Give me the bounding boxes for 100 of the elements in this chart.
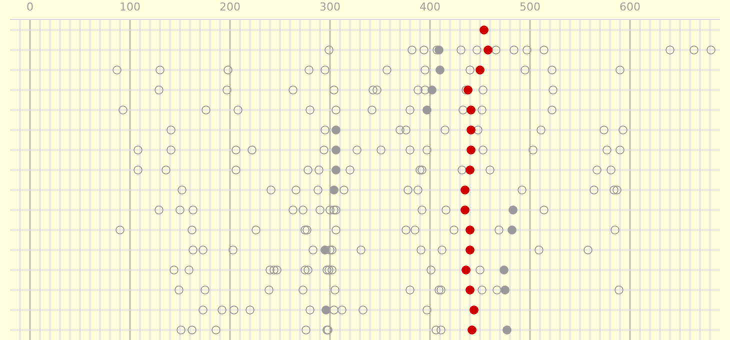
point [298,206,308,214]
point [462,266,470,274]
point [352,146,362,154]
point [438,246,446,254]
point [332,206,340,214]
point [292,186,300,194]
point [548,106,556,114]
point [176,326,186,334]
point [456,46,466,54]
point [306,106,314,114]
point [134,166,142,174]
point [540,46,548,54]
point [548,86,558,94]
point [466,146,476,154]
point [406,146,414,154]
point [466,66,474,74]
point [436,326,446,334]
point [518,186,526,194]
point [466,226,474,234]
point [480,26,488,34]
point [330,286,340,294]
x-tick-label: 0 [26,0,34,14]
point [328,266,336,274]
x-tick-label: 100 [120,0,140,14]
point [472,46,482,54]
point [690,46,698,54]
point [188,206,198,214]
point [470,306,478,314]
point [330,206,338,214]
point [396,126,404,134]
point [536,126,546,134]
point [308,246,318,254]
point [418,166,426,174]
point [302,226,312,234]
point [270,266,278,274]
point [466,106,476,114]
point [332,126,340,134]
point [432,326,440,334]
point [306,306,314,314]
point [376,146,386,154]
point [166,126,176,134]
point [338,306,346,314]
point [266,266,274,274]
point [188,226,196,234]
point [618,126,628,134]
x-tick-label: 200 [220,0,240,14]
point [200,286,210,294]
point [212,326,220,334]
point [332,166,340,174]
point [460,206,470,214]
point [188,246,198,254]
point [266,186,276,194]
point [232,166,240,174]
point [326,206,334,214]
point [320,66,330,74]
point [118,106,128,114]
point [162,166,170,174]
point [320,246,330,254]
point [500,266,508,274]
point [466,166,474,174]
point [492,286,502,294]
point [382,66,392,74]
point [302,326,310,334]
point [198,246,208,254]
point [246,306,254,314]
point [184,266,194,274]
point [534,246,544,254]
point [458,166,466,174]
point [368,106,376,114]
point [332,106,340,114]
point [502,326,512,334]
point [458,106,468,114]
point [234,106,242,114]
point [466,286,474,294]
point [476,266,484,274]
point [166,146,176,154]
point [486,166,494,174]
point [666,46,674,54]
point [232,146,240,154]
point [422,106,432,114]
point [420,46,428,54]
point [606,166,616,174]
point [174,286,184,294]
point [614,286,624,294]
point [170,266,178,274]
point [428,86,436,94]
point [176,206,184,214]
point [202,106,210,114]
point [600,126,608,134]
x-tick-label: 400 [420,0,440,14]
point [304,66,314,74]
point [300,226,310,234]
point [228,246,238,254]
point [322,306,330,314]
point [224,66,232,74]
point [416,246,426,254]
x-tick-label: 600 [620,0,640,14]
point [616,66,624,74]
point [304,166,312,174]
point [156,66,164,74]
